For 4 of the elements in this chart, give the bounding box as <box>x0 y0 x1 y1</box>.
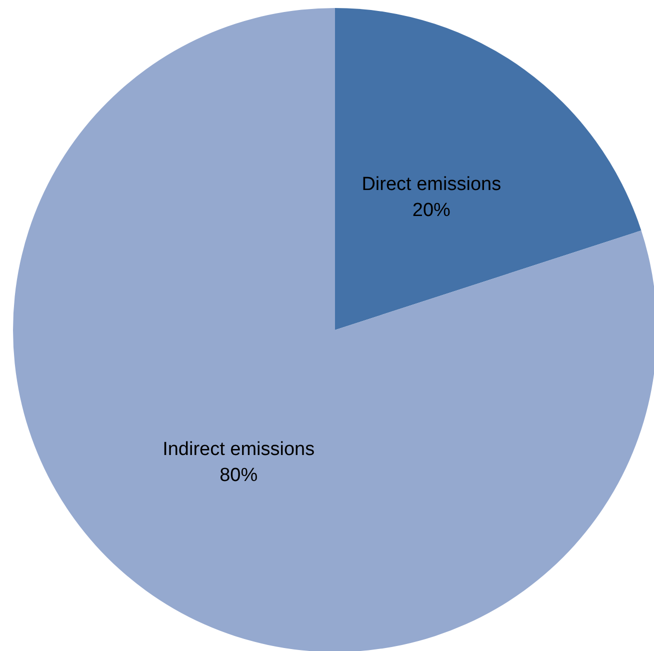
slice-label: Indirect emissions <box>162 439 315 460</box>
slice-label: Direct emissions <box>362 174 502 195</box>
data-label: 20% <box>412 200 451 221</box>
data-label: 80% <box>220 465 258 486</box>
